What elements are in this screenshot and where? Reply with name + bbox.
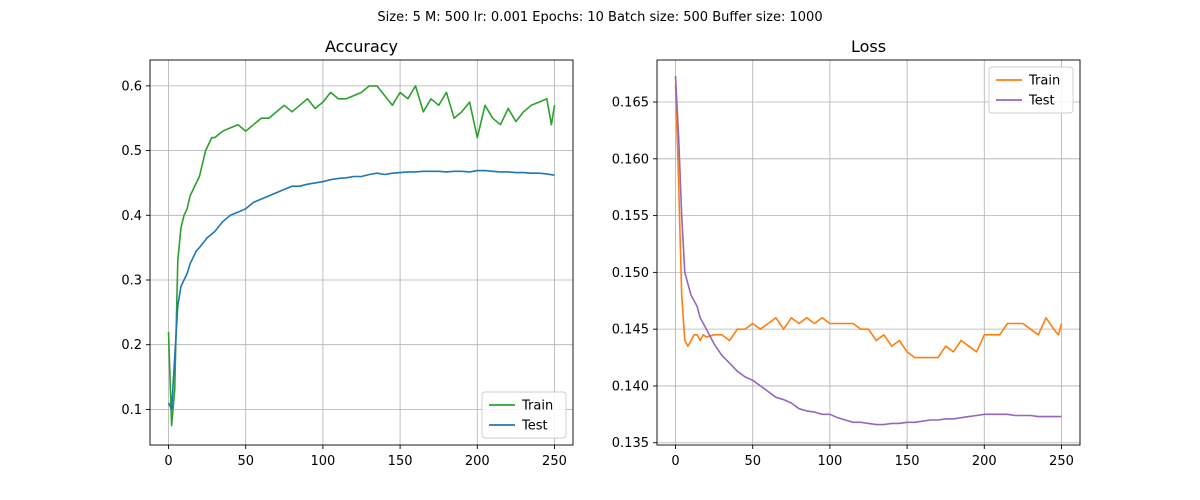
y-tick-label: 0.5 [121, 144, 142, 159]
y-tick-label: 0.6 [121, 79, 142, 94]
y-tick-label: 0.145 [612, 323, 649, 338]
x-tick-label: 0 [671, 454, 679, 469]
series-line-test [674, 75, 1062, 426]
y-tick-label: 0.3 [121, 274, 142, 289]
y-tick-label: 0.135 [612, 436, 649, 451]
y-tick-label: 0.160 [612, 152, 649, 167]
series-line-test [167, 169, 555, 411]
series-line-train [167, 85, 556, 427]
legend-label-train: Train [1028, 74, 1060, 89]
x-tick-label: 150 [388, 454, 413, 469]
x-tick-label: 250 [1049, 454, 1074, 469]
x-tick-label: 200 [465, 454, 490, 469]
legend-box [988, 66, 1074, 114]
chart-panels: 0 50 100 150 200 250 0.1 0.2 0.3 0.4 0.5 0.6 Accurac… [121, 37, 1081, 469]
legend-label-train: Train [521, 399, 553, 414]
y-tick-label: 0.140 [612, 379, 649, 394]
legend-box [481, 391, 567, 439]
legend-label-test: Test [1028, 94, 1055, 109]
chart-panel-1: 0 50 100 150 200 250 0.1 0.2 0.3 0.4 0.5 0.6 Accurac… [121, 37, 574, 469]
y-tick-label: 0.2 [121, 338, 142, 353]
y-tick-label: 0.1 [121, 403, 142, 418]
x-tick-label: 50 [237, 454, 254, 469]
chart-title: Loss [851, 37, 886, 56]
x-tick-label: 100 [817, 454, 842, 469]
legend-label-test: Test [521, 419, 548, 434]
series-line-train [674, 84, 1063, 359]
x-tick-label: 50 [744, 454, 761, 469]
y-tick-label: 0.4 [121, 209, 142, 224]
x-tick-label: 150 [895, 454, 920, 469]
y-tick-label: 0.150 [612, 266, 649, 281]
y-tick-label: 0.155 [612, 209, 649, 224]
chart-panel-2: 0 50 100 150 200 250 0.135 0.140 0.145 0.150 0.155… [612, 37, 1081, 469]
chart-title: Accuracy [325, 37, 398, 56]
axes-frame [149, 59, 574, 446]
figure-title: Size: 5 M: 500 lr: 0.001 Epochs: 10 Batc… [377, 10, 822, 25]
x-tick-label: 200 [972, 454, 997, 469]
x-tick-label: 250 [542, 454, 567, 469]
x-tick-label: 0 [164, 454, 172, 469]
legend: Train Test [481, 391, 567, 439]
legend: Train Test [988, 66, 1074, 114]
axes-frame [656, 59, 1081, 446]
y-tick-label: 0.165 [612, 96, 649, 111]
x-tick-label: 100 [310, 454, 335, 469]
